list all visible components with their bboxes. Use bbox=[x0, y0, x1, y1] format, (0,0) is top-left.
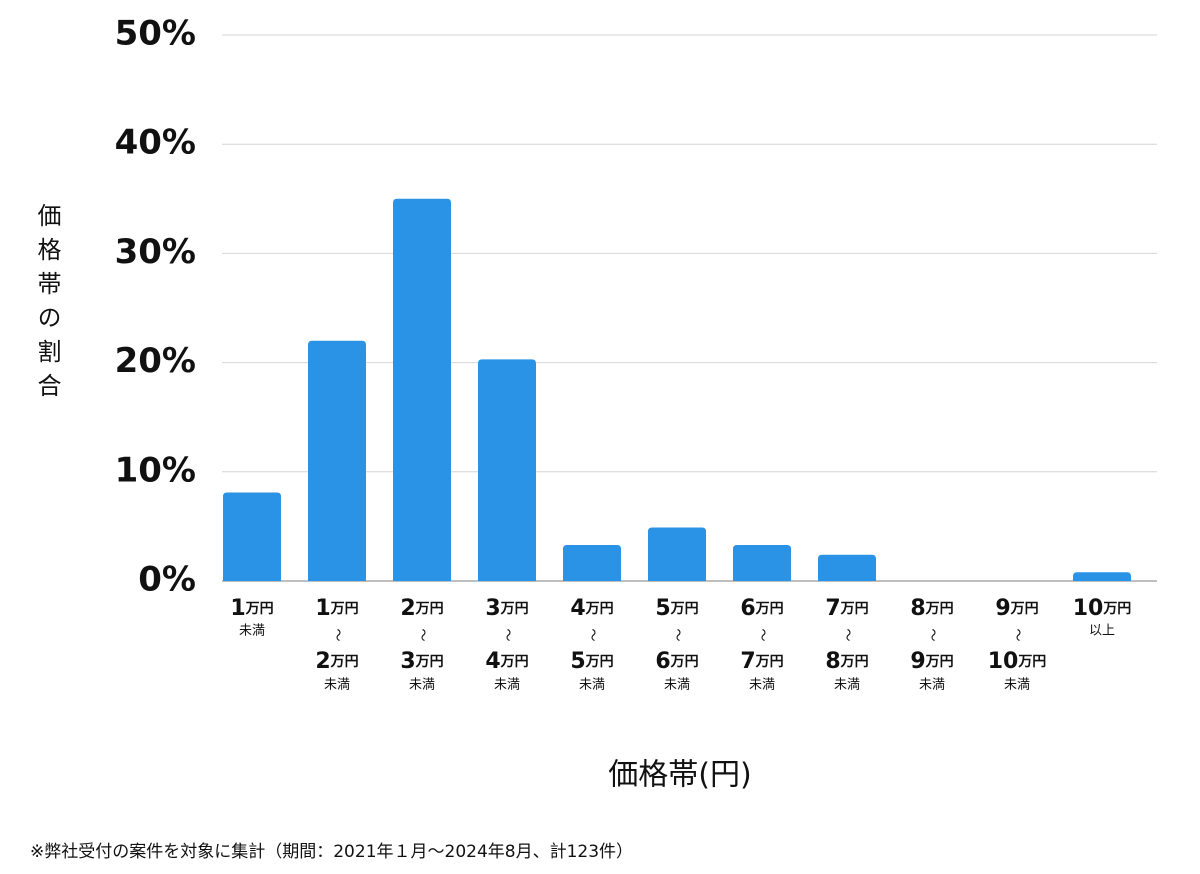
bar bbox=[223, 492, 281, 581]
y-tick-label: 0% bbox=[138, 560, 196, 600]
x-tick-label: 2万円 bbox=[400, 596, 443, 621]
x-tick-label: 〜 bbox=[925, 628, 940, 641]
x-tick-label: 〜 bbox=[330, 628, 345, 641]
x-tick-label: 〜 bbox=[415, 628, 430, 641]
x-tick-label: 8万円 bbox=[825, 649, 868, 674]
bar bbox=[818, 554, 876, 581]
x-tick-label: 7万円 bbox=[740, 649, 783, 674]
x-tick-label: 2万円 bbox=[315, 649, 358, 674]
bar bbox=[393, 198, 451, 582]
x-tick-label: 〜 bbox=[670, 628, 685, 641]
x-tick-label: 7万円 bbox=[825, 596, 868, 621]
x-tick-label: 〜 bbox=[840, 628, 855, 641]
x-tick-label: 4万円 bbox=[485, 649, 528, 674]
x-tick-label: 4万円 bbox=[570, 596, 613, 621]
bar bbox=[478, 359, 536, 581]
x-tick-label: 10万円 bbox=[988, 649, 1047, 674]
x-tick-label: 未満 bbox=[834, 678, 860, 693]
y-tick-label: 10% bbox=[115, 450, 196, 490]
bar bbox=[648, 527, 706, 581]
x-tick-label: 未満 bbox=[494, 678, 520, 693]
x-tick-label: 未満 bbox=[749, 678, 775, 693]
x-tick-label: 1万円 bbox=[315, 596, 358, 621]
bar bbox=[563, 544, 621, 581]
y-tick-label: 30% bbox=[115, 232, 196, 272]
x-tick-label: 〜 bbox=[585, 628, 600, 641]
bar bbox=[308, 340, 366, 581]
x-tick-label: 3万円 bbox=[485, 596, 528, 621]
x-tick-label: 未満 bbox=[239, 624, 265, 639]
x-tick-label: 以上 bbox=[1089, 624, 1115, 639]
x-tick-label: 6万円 bbox=[740, 596, 783, 621]
y-tick-label: 50% bbox=[115, 14, 196, 54]
x-axis-label: 価格帯(円) bbox=[608, 758, 751, 793]
x-tick-label: 未満 bbox=[409, 678, 435, 693]
x-tick-label: 6万円 bbox=[655, 649, 698, 674]
x-tick-label: 5万円 bbox=[570, 649, 613, 674]
x-tick-label: 未満 bbox=[919, 678, 945, 693]
bar bbox=[1073, 572, 1131, 581]
x-tick-label: 8万円 bbox=[910, 596, 953, 621]
x-tick-label: 3万円 bbox=[400, 649, 443, 674]
x-tick-label: 未満 bbox=[579, 678, 605, 693]
y-axis-label: 価格帯の割合 bbox=[33, 203, 61, 407]
x-tick-label: 9万円 bbox=[995, 596, 1038, 621]
y-tick-label: 20% bbox=[115, 341, 196, 381]
x-tick-label: 〜 bbox=[755, 628, 770, 641]
x-tick-label: 未満 bbox=[324, 678, 350, 693]
x-tick-label: 未満 bbox=[1004, 678, 1030, 693]
x-tick-label: 〜 bbox=[1010, 628, 1025, 641]
x-tick-label: 10万円 bbox=[1073, 596, 1132, 621]
x-tick-label: 5万円 bbox=[655, 596, 698, 621]
footnote: ※弊社受付の案件を対象に集計（期間：2021年１月～2024年8月、計123件） bbox=[30, 842, 633, 862]
x-tick-label: 〜 bbox=[500, 628, 515, 641]
x-tick-label: 未満 bbox=[664, 678, 690, 693]
x-tick-label: 1万円 bbox=[230, 596, 273, 621]
bar bbox=[733, 544, 791, 581]
y-tick-label: 40% bbox=[115, 123, 196, 163]
x-tick-label: 9万円 bbox=[910, 649, 953, 674]
